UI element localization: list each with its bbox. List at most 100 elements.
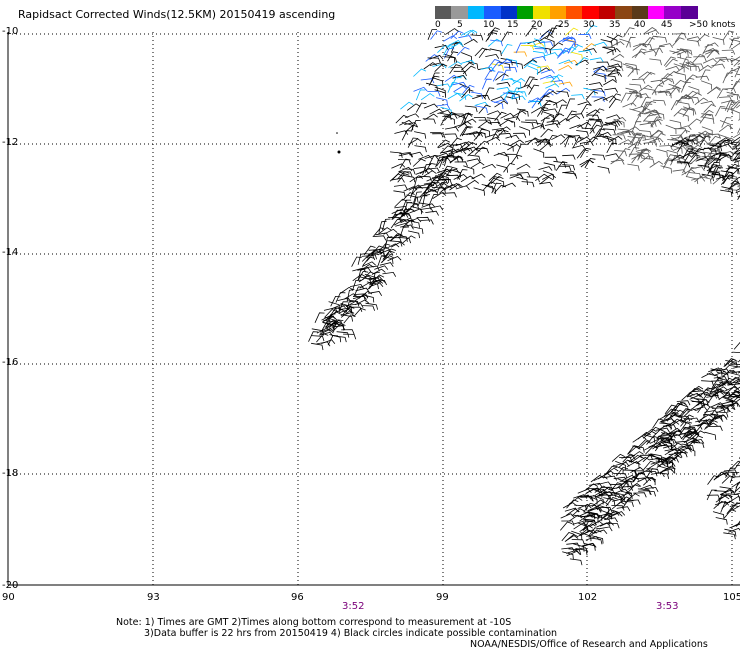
wind-barb (608, 71, 623, 77)
wind-barb (725, 189, 739, 195)
wind-barb (479, 127, 490, 137)
wind-barb (510, 90, 524, 99)
wind-barb (545, 83, 560, 89)
wind-barb (677, 142, 689, 153)
wind-barb (501, 77, 515, 83)
wind-barb (460, 175, 475, 183)
wind-barb (597, 504, 610, 514)
wind-barb (358, 275, 373, 283)
wind-barb (506, 116, 521, 122)
wind-barb (487, 27, 500, 37)
wind-barb (418, 175, 432, 182)
wind-barb (494, 100, 509, 108)
wind-barb (449, 156, 464, 163)
colorbar-label: 10 (483, 20, 495, 30)
wind-barb (563, 39, 576, 47)
wind-barb (393, 184, 408, 190)
wind-barb (406, 103, 421, 111)
wind-barb (577, 511, 592, 518)
wind-barb (491, 63, 504, 71)
page-title: Rapidsact Corrected Winds(12.5KM) 201504… (18, 8, 336, 21)
wind-barb (488, 38, 502, 47)
wind-barb (452, 149, 467, 155)
wind-barb (523, 60, 537, 69)
wind-barb (461, 126, 473, 137)
wind-barb (729, 383, 740, 386)
wind-barb (732, 351, 740, 354)
wind-barb (499, 119, 513, 127)
wind-barb (645, 445, 658, 455)
lon-label: 90 (2, 592, 15, 603)
wind-barb (683, 426, 697, 433)
lat-label: -16 (2, 357, 19, 368)
wind-barb (717, 139, 730, 149)
wind-barb (647, 35, 659, 46)
wind-barb (528, 84, 540, 95)
wind-barb (733, 341, 740, 350)
wind-barb (602, 128, 616, 135)
wind-barb (407, 230, 420, 239)
wind-barb (707, 164, 718, 175)
wind-barb (431, 77, 444, 87)
wind-barb (694, 174, 708, 183)
wind-barb (597, 513, 612, 518)
wind-barb (657, 424, 672, 431)
wind-barb (672, 79, 686, 89)
wind-barb (323, 316, 338, 322)
wind-barb (365, 302, 378, 310)
wind-barb (484, 69, 496, 80)
wind-barb (649, 457, 663, 463)
wind-barb (726, 91, 739, 100)
wind-barb (674, 71, 687, 81)
wind-barb (699, 114, 712, 124)
wind-barb (703, 147, 717, 154)
wind-barb (446, 174, 461, 180)
wind-barb (712, 414, 727, 420)
wind-barb (352, 295, 366, 302)
wind-barb (606, 510, 619, 520)
wind-barb (593, 128, 606, 139)
wind-barb (402, 192, 415, 201)
wind-barb (623, 27, 635, 38)
wind-barb (657, 465, 669, 474)
wind-barb (728, 182, 740, 190)
credit-line: NOAA/NESDIS/Office of Research and Appli… (470, 639, 708, 650)
wind-barb (397, 212, 412, 219)
wind-barb (370, 248, 385, 254)
wind-barb (638, 130, 652, 137)
wind-barb (489, 48, 502, 57)
wind-barb (584, 118, 595, 130)
colorbar-segment (566, 6, 583, 19)
wind-barb (590, 474, 605, 483)
wind-barb (501, 44, 513, 55)
wind-barb (415, 102, 427, 113)
wind-barb (335, 292, 346, 303)
wind-barb (614, 488, 629, 494)
wind-barb (483, 181, 496, 191)
wind-barb (311, 335, 325, 342)
wind-barb (358, 291, 373, 299)
wind-barb (626, 461, 641, 468)
wind-barb (668, 83, 680, 93)
wind-barb (324, 309, 337, 318)
wind-barb (698, 64, 713, 72)
lon-label: 93 (147, 592, 160, 603)
wind-barb (400, 224, 414, 230)
wind-barb (688, 118, 702, 127)
wind-barb (352, 295, 367, 300)
wind-barb (669, 86, 682, 96)
wind-barb (550, 25, 562, 36)
wind-barb (503, 162, 515, 173)
wind-barb (583, 502, 596, 513)
wind-barb (523, 76, 535, 87)
wind-barb (679, 63, 692, 72)
wind-barb (648, 454, 661, 463)
wind-barb (674, 32, 687, 43)
wind-barb (558, 65, 573, 71)
wind-barb (432, 187, 446, 193)
wind-barb (561, 547, 575, 553)
wind-barb (413, 86, 428, 92)
wind-barb (637, 488, 651, 495)
wind-barb (616, 466, 629, 477)
wind-barb (730, 372, 740, 376)
